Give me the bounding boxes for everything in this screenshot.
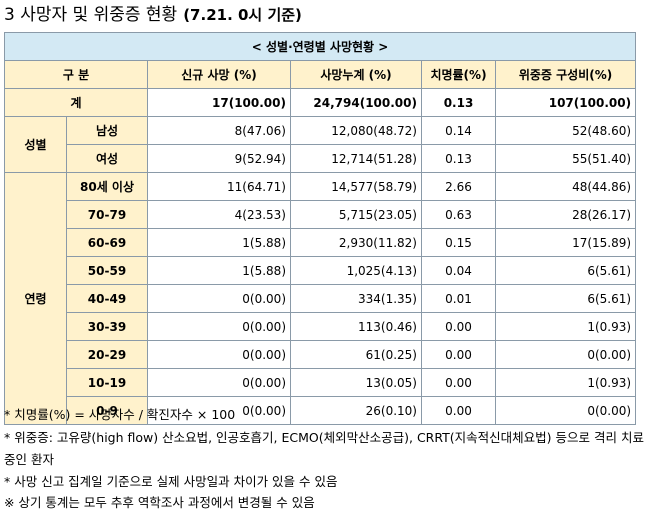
table-caption: < 성별·연령별 사망현황 > xyxy=(3,32,637,61)
footnote-severe-definition: * 위중증: 고유량(high flow) 산소요법, 인공호흡기, ECMO(… xyxy=(4,430,644,467)
row-label: 20-29 xyxy=(66,340,148,369)
fatality-rate-cell: 0.04 xyxy=(421,256,496,285)
col-header-cumulative-deaths: 사망누계 (%) xyxy=(290,60,422,89)
section-title-date: (7.21. 0시 기준) xyxy=(183,6,302,24)
row-label: 여성 xyxy=(66,144,148,173)
table-row: 20-29 0(0.00) 61(0.25) 0.00 0(0.00) xyxy=(5,340,637,369)
footnote-report-date: * 사망 신고 집계일 기준으로 실제 사망일과 차이가 있을 수 있음 xyxy=(4,474,338,489)
row-label: 30-39 xyxy=(66,312,148,341)
total-severe: 107(100.00) xyxy=(494,88,637,117)
table-body: < 성별·연령별 사망현황 > 구 분 신규 사망 (%) 사망누계 (%) 치… xyxy=(3,32,637,425)
row-label: 50-59 xyxy=(66,256,148,285)
row-label: 60-69 xyxy=(66,228,148,257)
severe-cell: 1(0.93) xyxy=(494,312,637,341)
new-deaths-cell: 0(0.00) xyxy=(147,368,291,397)
row-label: 70-79 xyxy=(66,200,148,229)
cumulative-deaths-cell: 334(1.35) xyxy=(290,284,422,313)
table-row: 연령 80세 이상 11(64.71) 14,577(58.79) 2.66 48(44.… xyxy=(4,172,637,425)
severe-cell: 6(5.61) xyxy=(494,256,637,285)
header-row: 구 분 신규 사망 (%) 사망누계 (%) 치명률(%) 위중증 구성비(%) xyxy=(4,60,637,89)
row-label: 40-49 xyxy=(66,284,148,313)
table-row: 성별 남성 8(47.06) 12,080(48.72) 0.14 52(48.60) xyxy=(4,116,637,173)
new-deaths-cell: 0(0.00) xyxy=(147,340,291,369)
new-deaths-cell: 11(64.71) xyxy=(147,172,291,201)
cumulative-deaths-cell: 13(0.05) xyxy=(290,368,422,397)
fatality-rate-cell: 0.15 xyxy=(421,228,496,257)
cumulative-deaths-cell: 12,080(48.72) xyxy=(290,116,422,145)
total-label: 계 xyxy=(4,88,148,117)
fatality-rate-cell: 2.66 xyxy=(421,172,496,201)
new-deaths-cell: 0(0.00) xyxy=(147,312,291,341)
col-header-category: 구 분 xyxy=(4,60,148,89)
group-label: 성별 xyxy=(4,116,67,173)
col-header-severe: 위중증 구성비(%) xyxy=(494,60,637,89)
table-row: 여성 9(52.94) 12,714(51.28) 0.13 55(51.40) xyxy=(5,144,637,173)
death-status-table: < 성별·연령별 사망현황 > 구 분 신규 사망 (%) 사망누계 (%) 치… xyxy=(3,32,637,425)
severe-cell: 52(48.60) xyxy=(494,116,637,145)
footnote-fatality-rate: * 치명률(%) = 사망자수 / 확진자수 × 100 xyxy=(4,407,236,422)
new-deaths-cell: 1(5.88) xyxy=(147,256,291,285)
severe-cell: 0(0.00) xyxy=(494,396,637,425)
cumulative-deaths-cell: 113(0.46) xyxy=(290,312,422,341)
new-deaths-cell: 0(0.00) xyxy=(147,396,291,425)
new-deaths-cell: 4(23.53) xyxy=(147,200,291,229)
table-row: 50-59 1(5.88) 1,025(4.13) 0.04 6(5.61) xyxy=(5,256,637,285)
row-label: 80세 이상 xyxy=(66,172,148,201)
total-fatality-rate: 0.13 xyxy=(421,88,496,117)
severe-cell: 28(26.17) xyxy=(494,200,637,229)
section-title: 3 사망자 및 위중증 현황 (7.21. 0시 기준) xyxy=(4,2,302,28)
table-row: 70-79 4(23.53) 5,715(23.05) 0.63 28(26.17) xyxy=(5,200,637,229)
fatality-rate-cell: 0.00 xyxy=(421,340,496,369)
table-row: 0-9 0(0.00) 26(0.10) 0.00 0(0.00) xyxy=(5,396,637,425)
fatality-rate-cell: 0.14 xyxy=(421,116,496,145)
col-header-new-deaths: 신규 사망 (%) xyxy=(147,60,291,89)
table-row: 30-39 0(0.00) 113(0.46) 0.00 1(0.93) xyxy=(5,312,637,341)
severe-cell: 55(51.40) xyxy=(494,144,637,173)
fatality-rate-cell: 0.13 xyxy=(421,144,496,173)
cumulative-deaths-cell: 12,714(51.28) xyxy=(290,144,422,173)
new-deaths-cell: 1(5.88) xyxy=(147,228,291,257)
row-label: 10-19 xyxy=(66,368,148,397)
fatality-rate-cell: 0.00 xyxy=(421,396,496,425)
footnote-subject-to-change: ※ 상기 통계는 모두 추후 역학조사 과정에서 변경될 수 있음 xyxy=(4,495,315,510)
new-deaths-cell: 0(0.00) xyxy=(147,284,291,313)
row-label: 0-9 xyxy=(66,396,148,425)
cumulative-deaths-cell: 26(0.10) xyxy=(290,396,422,425)
fatality-rate-cell: 0.00 xyxy=(421,368,496,397)
new-deaths-cell: 8(47.06) xyxy=(147,116,291,145)
cumulative-deaths-cell: 1,025(4.13) xyxy=(290,256,422,285)
fatality-rate-cell: 0.00 xyxy=(421,312,496,341)
table-row: 60-69 1(5.88) 2,930(11.82) 0.15 17(15.89) xyxy=(5,228,637,257)
severe-cell: 48(44.86) xyxy=(494,172,637,201)
section-title-main: 3 사망자 및 위중증 현황 xyxy=(4,5,178,25)
cumulative-deaths-cell: 5,715(23.05) xyxy=(290,200,422,229)
severe-cell: 17(15.89) xyxy=(494,228,637,257)
severe-cell: 1(0.93) xyxy=(494,368,637,397)
fatality-rate-cell: 0.63 xyxy=(421,200,496,229)
footnotes: * 치명률(%) = 사망자수 / 확진자수 × 100 * 위중증: 고유량(… xyxy=(4,404,644,513)
cumulative-deaths-cell: 14,577(58.79) xyxy=(290,172,422,201)
col-header-fatality-rate: 치명률(%) xyxy=(421,60,496,89)
total-new-deaths: 17(100.00) xyxy=(147,88,291,117)
caption-row: < 성별·연령별 사망현황 > xyxy=(3,32,637,61)
severe-cell: 0(0.00) xyxy=(494,340,637,369)
severe-cell: 6(5.61) xyxy=(494,284,637,313)
cumulative-deaths-cell: 2,930(11.82) xyxy=(290,228,422,257)
table-row: 10-19 0(0.00) 13(0.05) 0.00 1(0.93) xyxy=(5,368,637,397)
cumulative-deaths-cell: 61(0.25) xyxy=(290,340,422,369)
new-deaths-cell: 9(52.94) xyxy=(147,144,291,173)
table-row: 40-49 0(0.00) 334(1.35) 0.01 6(5.61) xyxy=(5,284,637,313)
group-label: 연령 xyxy=(4,172,67,425)
total-row: 계 17(100.00) 24,794(100.00) 0.13 107(100… xyxy=(4,88,637,117)
total-cumulative-deaths: 24,794(100.00) xyxy=(290,88,422,117)
row-label: 남성 xyxy=(66,116,148,145)
fatality-rate-cell: 0.01 xyxy=(421,284,496,313)
